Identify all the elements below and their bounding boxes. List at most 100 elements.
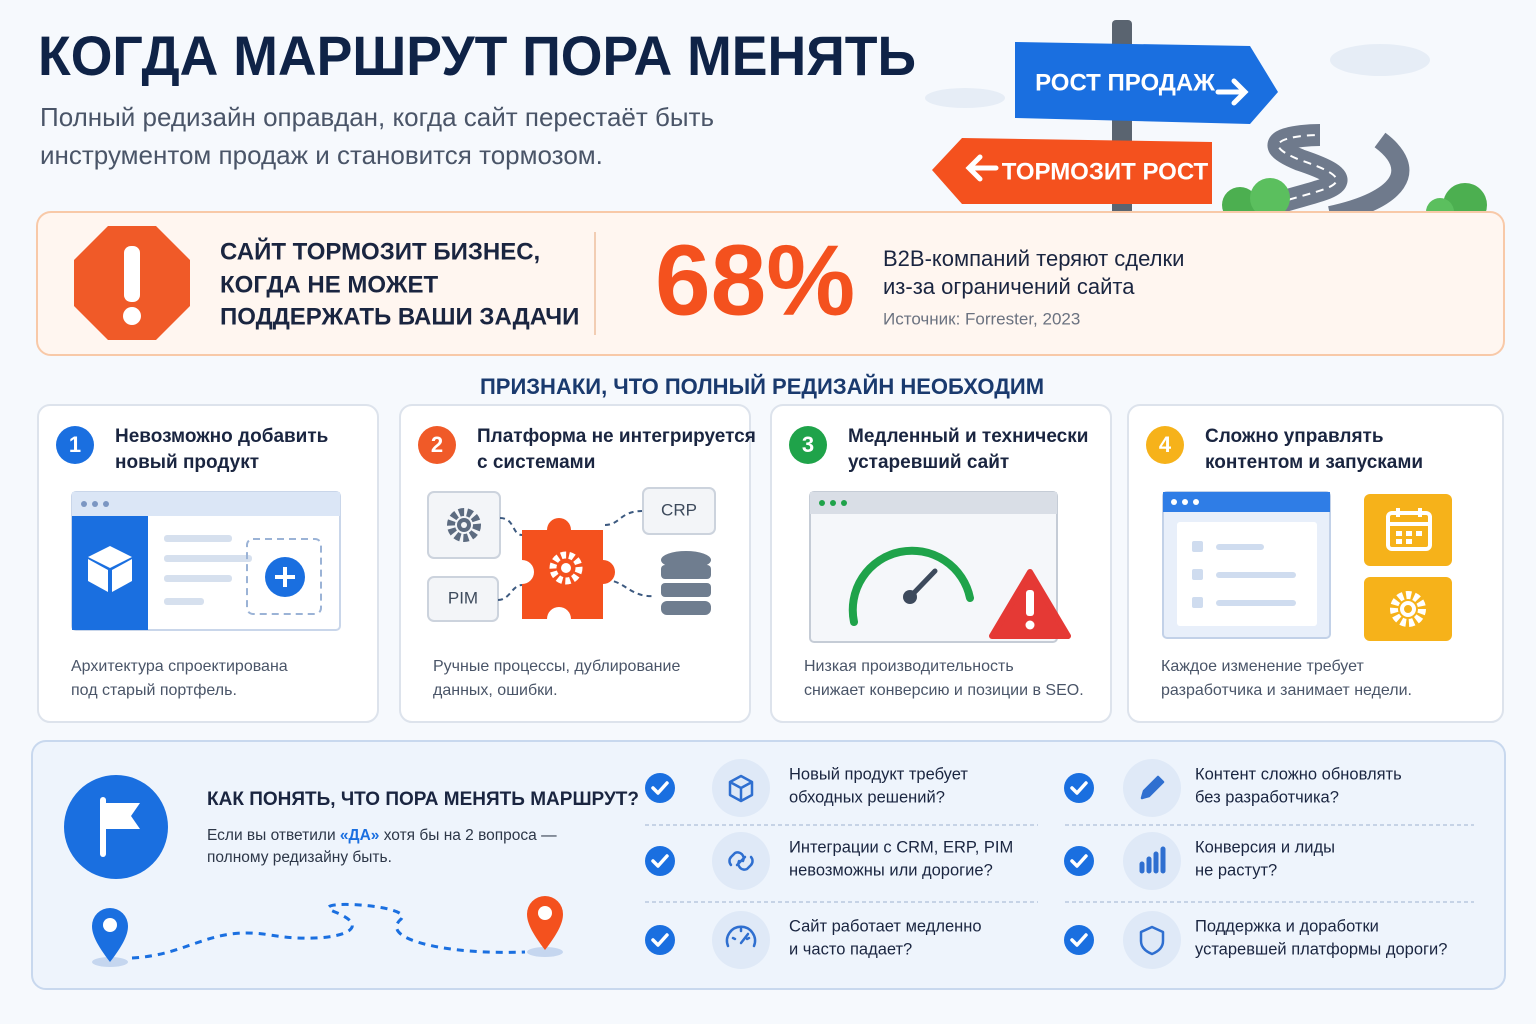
- question-icon: [1139, 846, 1166, 874]
- card-illustrations-circle: [81, 501, 87, 507]
- card-illustrations-circle: [1182, 499, 1188, 505]
- question-text: обходных решений?: [789, 788, 945, 806]
- question-icon: [725, 925, 757, 948]
- card-number-badge: [418, 426, 456, 464]
- alert-line: САЙТ ТОРМОЗИТ БИЗНЕС,: [220, 237, 540, 265]
- checklist-panel-path: [527, 896, 563, 950]
- road-illustration-path: [1249, 134, 1338, 216]
- card-illustrations-rect: [164, 555, 252, 562]
- card-illustrations-g-rect: [661, 601, 711, 615]
- check-mark: [1070, 854, 1088, 868]
- card-title: контентом и запусками: [1205, 452, 1423, 473]
- card-illustrations-rect: [164, 575, 232, 582]
- checklist-panel-path: [92, 908, 128, 962]
- card-illustrations-circle: [1025, 620, 1035, 630]
- stat-text: из-за ограничений сайта: [883, 274, 1135, 299]
- card-number: 4: [1159, 432, 1172, 457]
- card-illustrations-polygon: [112, 559, 132, 592]
- card-illustrations-circle: [92, 501, 98, 507]
- checklist-text: полному редизайну быть.: [207, 849, 392, 866]
- road-illustration-path: [1328, 132, 1410, 224]
- card-illustrations-g-rect: [1192, 597, 1203, 608]
- question-icon-bg: [1123, 911, 1181, 969]
- card-caption: данных, ошибки.: [433, 682, 558, 699]
- question-text: Интеграции с CRM, ERP, PIM: [789, 838, 1013, 856]
- road-illustration-polygon: [1015, 42, 1278, 124]
- card-illustrations-g-rect: [1406, 539, 1412, 544]
- question-icon: [728, 774, 754, 803]
- question-text: не растут?: [1195, 861, 1277, 879]
- check-mark: [1070, 933, 1088, 947]
- checklist-panel-circle: [103, 918, 117, 932]
- question-text: Контент сложно обновлять: [1195, 765, 1402, 783]
- card-illustrations-circle: [903, 590, 917, 604]
- card-caption: разработчика и занимает недели.: [1161, 682, 1412, 699]
- card-number: 1: [69, 432, 81, 457]
- card-title: Медленный и технически: [848, 426, 1088, 447]
- checklist-text: Если вы ответили «ДА» хотя бы на 2 вопро…: [207, 827, 557, 844]
- card-illustrations-g-rect: [1216, 600, 1296, 606]
- checklist-panel-ellipse: [527, 947, 563, 957]
- card-illustrations-rect: [1163, 492, 1330, 512]
- card-title: Платформа не интегрируется: [477, 426, 756, 447]
- question-icon-bg: [1123, 832, 1181, 890]
- card-caption: Ручные процессы, дублирование: [433, 658, 680, 675]
- card-illustrations-rect: [642, 487, 716, 535]
- card-illustrations-circle: [819, 500, 825, 506]
- rest: хотя бы на 2 вопроса —: [379, 827, 557, 844]
- card-number-badge: [56, 426, 94, 464]
- card-illustrations-path: [1388, 508, 1430, 526]
- card-illustrations-path: [848, 546, 974, 626]
- alert-line: ПОДДЕРЖАТЬ ВАШИ ЗАДАЧИ: [220, 303, 579, 330]
- question-text: Конверсия и лиды: [1195, 838, 1335, 856]
- alert-panel-circle: [123, 307, 141, 325]
- card-illustrations-g: [1396, 531, 1422, 544]
- check-mark: [651, 854, 669, 868]
- checklist-panel-path: [131, 902, 526, 960]
- card-illustrations-rect: [810, 492, 1057, 514]
- card-title: с системами: [477, 452, 595, 473]
- card-illustrations-circle: [461, 522, 467, 528]
- road-illustration-ellipse: [925, 88, 1005, 108]
- card-caption: под старый портфель.: [71, 682, 237, 699]
- card-illustrations-polygon: [88, 546, 132, 568]
- subtitle: Полный редизайн оправдан, когда сайт пер…: [40, 102, 714, 132]
- question-text: устаревшей платформы дороги?: [1195, 940, 1447, 958]
- card-number-badge: [1146, 426, 1184, 464]
- card-illustrations-g-rect: [1406, 531, 1412, 536]
- card-illustrations-g-rect: [1192, 569, 1203, 580]
- card-illustrations-g-ellipse: [661, 551, 711, 569]
- card-illustrations-rect: [1386, 511, 1432, 551]
- road-illustration-circle: [1250, 178, 1290, 218]
- questions: Новый продукт требует обходных решений? Ин…: [645, 759, 1447, 969]
- card-illustrations-circle: [549, 551, 583, 585]
- question-icon-bg: [712, 911, 770, 969]
- card-illustrations-circle: [1171, 499, 1177, 505]
- question-text: Поддержка и доработки: [1195, 917, 1379, 935]
- highlight: «ДА»: [340, 827, 379, 844]
- checklist-panel-circle: [538, 906, 552, 920]
- card-illustrations-rect: [1026, 590, 1034, 616]
- sign-top: РОСТ ПРОДАЖ: [1035, 69, 1215, 96]
- card-number-badge: [789, 426, 827, 464]
- check-badge: [645, 925, 675, 955]
- road-illustration-path: [965, 154, 999, 182]
- card-illustrations-rect: [246, 538, 322, 615]
- card-illustrations-rect: [72, 492, 340, 516]
- card-illustrations-polygon: [88, 559, 108, 592]
- card-illustrations-circle: [1400, 601, 1416, 617]
- check-badge: [645, 846, 675, 876]
- intro: Если вы ответили: [207, 827, 340, 844]
- alert-panel-rect: [124, 246, 140, 302]
- card-caption: Архитектура спроектирована: [71, 658, 288, 675]
- card-number: 3: [802, 432, 814, 457]
- card-illustrations-path: [275, 567, 295, 587]
- card-illustrations-circle: [561, 563, 571, 573]
- card-illustrations-circle: [103, 501, 109, 507]
- card-illustrations-rect: [1364, 494, 1452, 566]
- sign-bottom: ТОРМОЗИТ РОСТ: [1002, 158, 1209, 185]
- header: КОГДА МАРШРУТ ПОРА МЕНЯТЬ Полный редизай…: [38, 24, 916, 170]
- card-illustrations-rect: [164, 598, 204, 605]
- alert-panel: САЙТ ТОРМОЗИТ БИЗНЕС, КОГДА НЕ МОЖЕТ ПОД…: [36, 211, 1505, 356]
- card-illustrations-circle: [447, 508, 481, 542]
